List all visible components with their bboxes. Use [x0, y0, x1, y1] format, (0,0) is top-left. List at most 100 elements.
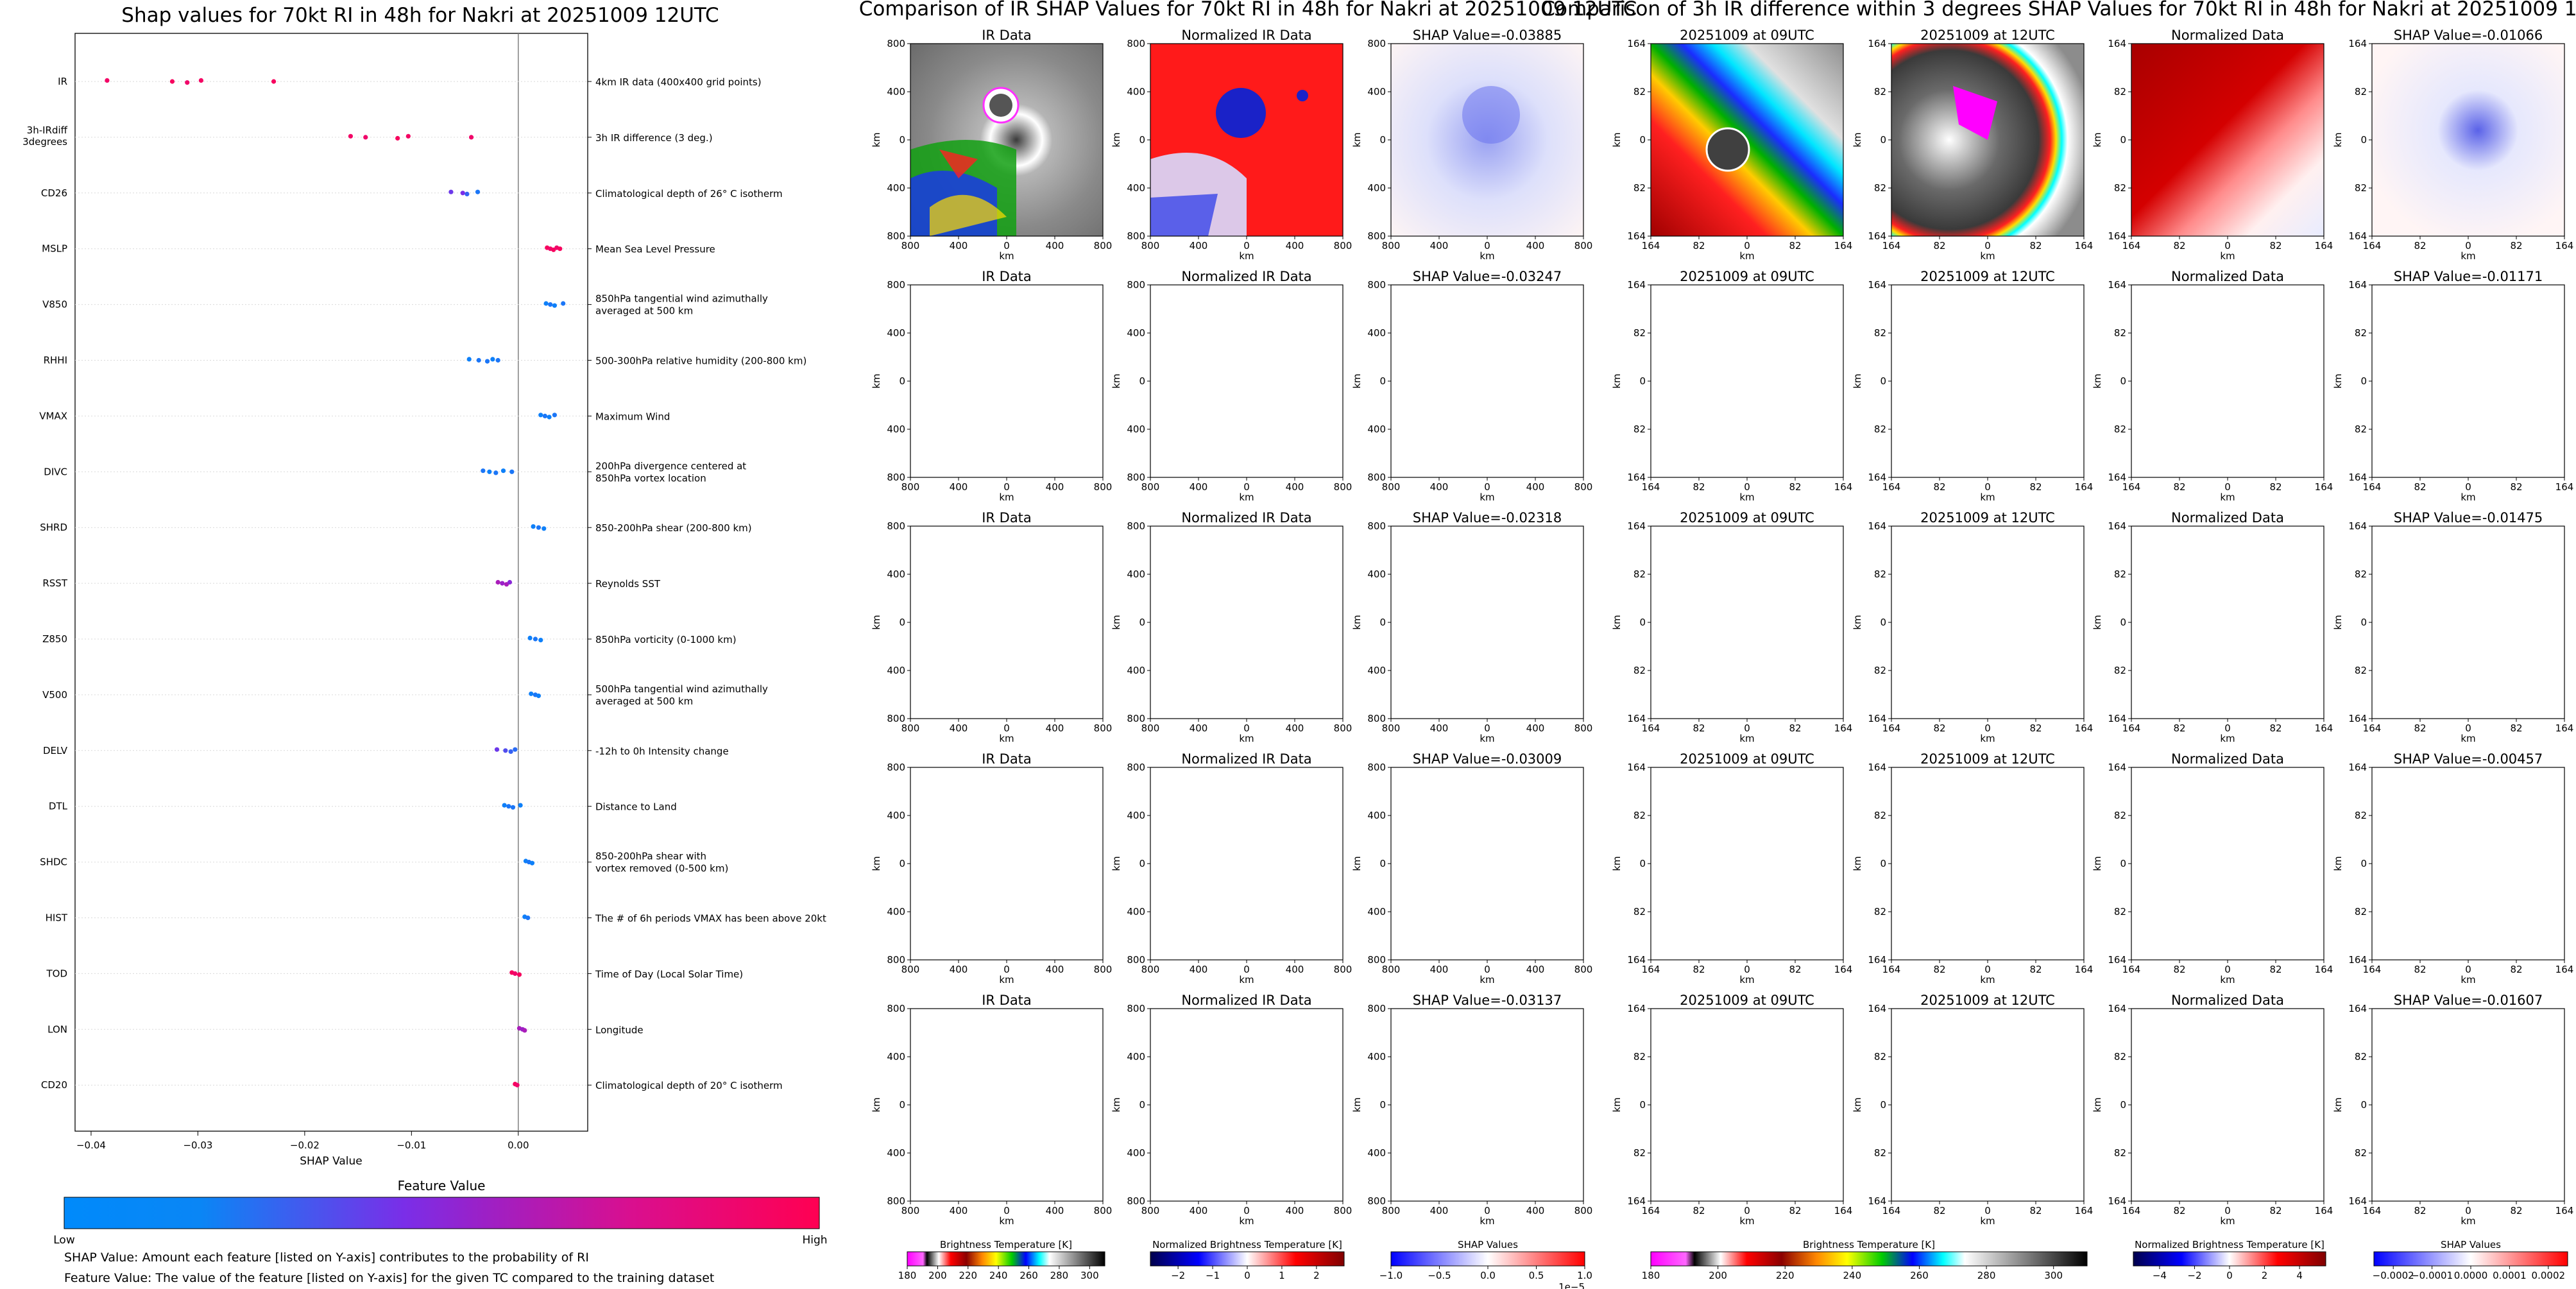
x-tick-label: 0: [1484, 481, 1490, 493]
x-tick-label: 82: [2269, 1205, 2282, 1216]
y-tick-label: 800: [1367, 279, 1386, 291]
feature-description: 850hPa tangential wind azimuthally: [595, 293, 768, 305]
x-tick-label: 164: [1882, 964, 1901, 975]
y-tick-label: 800: [1367, 230, 1386, 242]
y-tick-label: 800: [1127, 954, 1145, 966]
panel-frame: [1650, 284, 1844, 478]
x-tick-label: 164: [1834, 964, 1853, 975]
plot-frame: [74, 33, 588, 1132]
y-tick-label: 400: [1367, 568, 1386, 580]
feature-description: The # of 6h periods VMAX has been above …: [595, 913, 826, 925]
panel-frame: [1150, 1008, 1343, 1202]
x-tick-label: 82: [2269, 240, 2282, 252]
y-tick-label: 400: [1127, 1051, 1145, 1063]
y-tick-label: 82: [1633, 906, 1646, 918]
x-tick-label: 82: [1693, 722, 1705, 734]
panel-image: [2131, 526, 2324, 719]
y-tick-label: 82: [1633, 1147, 1646, 1159]
shap-point: [495, 357, 500, 363]
y-tick-label: 0: [1639, 1099, 1646, 1111]
x-tick-label: 164: [2075, 964, 2094, 975]
panel-title: 20251009 at 12UTC: [1920, 28, 2055, 43]
x-tick-label: 0: [2224, 964, 2231, 975]
y-tick-label: 82: [1874, 906, 1886, 918]
x-tick-label: 164: [1834, 1205, 1853, 1216]
x-tick-label: 0: [1744, 1205, 1750, 1216]
y-tick-label: 82: [2355, 182, 2367, 194]
y-tick-label: 0: [2360, 858, 2367, 869]
y-tick-label: 800: [887, 38, 905, 49]
panel-title: Normalized IR Data: [1181, 993, 1311, 1008]
x-tick-label: 82: [2414, 722, 2426, 734]
shap-point: [529, 691, 534, 696]
feature-row: DTL Distance to Land: [49, 801, 677, 813]
shap-point: [271, 79, 277, 84]
y-tick-label: 82: [1633, 1051, 1646, 1063]
x-tick-label: 800: [901, 1205, 920, 1216]
colorbar-title: Feature Value: [398, 1178, 486, 1193]
y-tick-label: 0: [1639, 858, 1646, 869]
panel-title: IR Data: [982, 269, 1032, 284]
y-tick-label: 164: [2108, 1003, 2126, 1014]
colorbar-gradient: [2373, 1251, 2568, 1267]
panel-image: [2131, 285, 2324, 477]
x-tick-label: 0: [2224, 481, 2231, 493]
y-tick-label: 0: [2120, 617, 2126, 628]
panel-image: [1651, 44, 1843, 236]
feature-name: CD26: [41, 187, 67, 199]
x-tick-label: 800: [1141, 1205, 1160, 1216]
panel-image: [1891, 1009, 2084, 1201]
y-tick-label: 400: [1127, 327, 1145, 339]
x-tick-label: 164: [2363, 240, 2382, 252]
colorbar: SHAP Values −1.0 −0.5 0.0 0.5 1.01e−5: [1379, 1239, 1592, 1289]
panel-image: [910, 285, 1103, 477]
x-axis-label: km: [1980, 974, 1995, 986]
panel-frame: [1390, 767, 1584, 960]
y-tick-label: 0: [1880, 858, 1886, 869]
x-tick-label: 82: [1693, 240, 1705, 252]
feature-description: Mean Sea Level Pressure: [595, 244, 715, 255]
y-tick-label: 164: [1627, 472, 1646, 483]
y-tick-label: 82: [1633, 810, 1646, 821]
x-tick-label: 400: [1430, 1205, 1449, 1216]
feature-row: RHHI 500-300hPa relative humidity (200-80…: [44, 355, 807, 367]
panel-frame: [1390, 1008, 1584, 1202]
x-axis-label: km: [2461, 491, 2475, 503]
feature-name: IR: [58, 76, 67, 87]
colorbar-gradient: [2133, 1251, 2326, 1267]
shap-point: [494, 747, 500, 752]
feature-row: SHRD 850-200hPa shear (200-800 km): [40, 522, 751, 534]
shap-point: [495, 579, 500, 585]
colorbar-tick-label: 260: [1019, 1270, 1038, 1281]
panel-frame: [1650, 1008, 1844, 1202]
x-tick-label: 164: [2363, 964, 2382, 975]
panel-title: SHAP Value=-0.03137: [1413, 993, 1562, 1008]
y-tick-label: 400: [887, 327, 905, 339]
y-tick-label: 82: [1633, 86, 1646, 98]
shap-point: [198, 78, 204, 83]
x-tick-label: 400: [1430, 964, 1449, 975]
ir-diff-comparison-title: Comparison of 3h IR difference within 3 …: [1541, 0, 2576, 21]
colorbar-tick-label: 0: [2226, 1270, 2233, 1281]
x-axis-label: km: [1239, 1215, 1254, 1227]
shap-point: [552, 303, 557, 308]
y-tick-label: 0: [1139, 375, 1145, 387]
x-tick-label: 164: [2122, 964, 2141, 975]
x-tick-label: 82: [2510, 964, 2522, 975]
y-tick-label: 800: [1127, 520, 1145, 532]
y-tick-label: 400: [1127, 810, 1145, 821]
shap-point: [487, 469, 492, 474]
x-axis-label: SHAP Value: [300, 1155, 363, 1168]
x-tick-label: 400: [1526, 1205, 1545, 1216]
y-tick-label: 82: [2355, 1051, 2367, 1063]
x-tick-label: 164: [2555, 481, 2574, 493]
colorbar-tick-label: 0.5: [1529, 1270, 1544, 1281]
x-tick-label: 82: [2414, 481, 2426, 493]
y-axis-label: km: [1852, 615, 1863, 629]
x-tick-label: 0: [1243, 722, 1250, 734]
